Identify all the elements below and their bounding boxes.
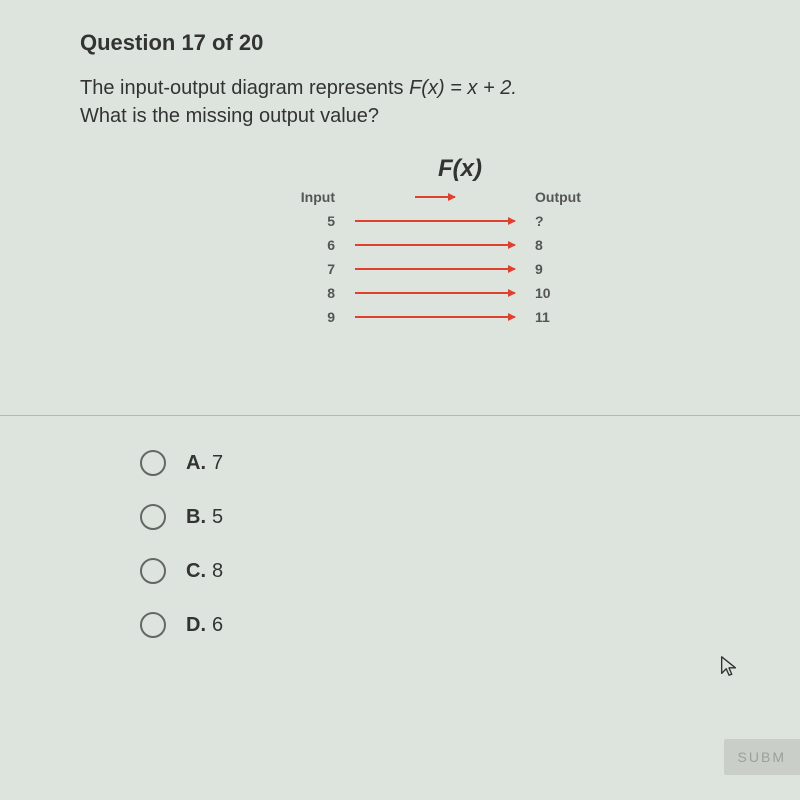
- choice-label: D. 6: [186, 614, 223, 637]
- fx-label: F(x): [300, 155, 620, 183]
- output-value: 9: [525, 261, 585, 277]
- radio-icon[interactable]: [140, 558, 166, 584]
- section-divider: [0, 415, 800, 416]
- arrow-icon: [355, 316, 515, 318]
- arrow-col: [345, 281, 525, 305]
- choice-letter: B.: [186, 506, 206, 528]
- input-value: 6: [295, 237, 345, 253]
- io-row: 9 11: [260, 305, 620, 329]
- input-value: 7: [295, 261, 345, 277]
- arrow-col: [345, 305, 525, 329]
- answer-choices: A. 7 B. 5 C. 8 D. 6: [140, 450, 223, 666]
- choice-b[interactable]: B. 5: [140, 504, 223, 530]
- arrow-icon: [355, 292, 515, 294]
- output-value: 11: [525, 309, 585, 325]
- choice-text: 7: [212, 452, 223, 474]
- io-header-row: Input Output: [260, 185, 620, 209]
- output-header: Output: [525, 189, 585, 205]
- input-value: 8: [295, 285, 345, 301]
- radio-icon[interactable]: [140, 450, 166, 476]
- choice-text: 6: [212, 614, 223, 636]
- arrow-icon: [415, 196, 455, 198]
- question-line2: What is the missing output value?: [80, 105, 379, 127]
- header-arrow-col: [345, 185, 525, 209]
- input-header: Input: [295, 189, 345, 205]
- input-value: 5: [295, 213, 345, 229]
- radio-icon[interactable]: [140, 504, 166, 530]
- choice-letter: C.: [186, 560, 206, 582]
- output-value: 10: [525, 285, 585, 301]
- io-row: 5 ?: [260, 209, 620, 233]
- choice-letter: D.: [186, 614, 206, 636]
- choice-text: 5: [212, 506, 223, 528]
- arrow-icon: [355, 268, 515, 270]
- io-diagram: F(x) Input Output 5 ? 6 8 7 9 8 10 9: [260, 155, 620, 329]
- question-text: The input-output diagram represents F(x)…: [80, 74, 800, 130]
- cursor-icon: [718, 652, 740, 680]
- question-page: Question 17 of 20 The input-output diagr…: [0, 0, 800, 329]
- choice-c[interactable]: C. 8: [140, 558, 223, 584]
- output-value: ?: [525, 213, 585, 229]
- io-row: 6 8: [260, 233, 620, 257]
- choice-d[interactable]: D. 6: [140, 612, 223, 638]
- choice-label: C. 8: [186, 560, 223, 583]
- input-value: 9: [295, 309, 345, 325]
- arrow-icon: [355, 244, 515, 246]
- choice-label: B. 5: [186, 506, 223, 529]
- choice-a[interactable]: A. 7: [140, 450, 223, 476]
- choice-text: 8: [212, 560, 223, 582]
- submit-button[interactable]: SUBM: [724, 739, 800, 775]
- arrow-col: [345, 233, 525, 257]
- arrow-icon: [355, 220, 515, 222]
- question-header: Question 17 of 20: [80, 30, 800, 56]
- io-row: 8 10: [260, 281, 620, 305]
- arrow-col: [345, 257, 525, 281]
- radio-icon[interactable]: [140, 612, 166, 638]
- choice-label: A. 7: [186, 452, 223, 475]
- question-line1: The input-output diagram represents: [80, 77, 409, 99]
- io-row: 7 9: [260, 257, 620, 281]
- arrow-col: [345, 209, 525, 233]
- question-equation: F(x) = x + 2.: [409, 77, 517, 99]
- output-value: 8: [525, 237, 585, 253]
- choice-letter: A.: [186, 452, 206, 474]
